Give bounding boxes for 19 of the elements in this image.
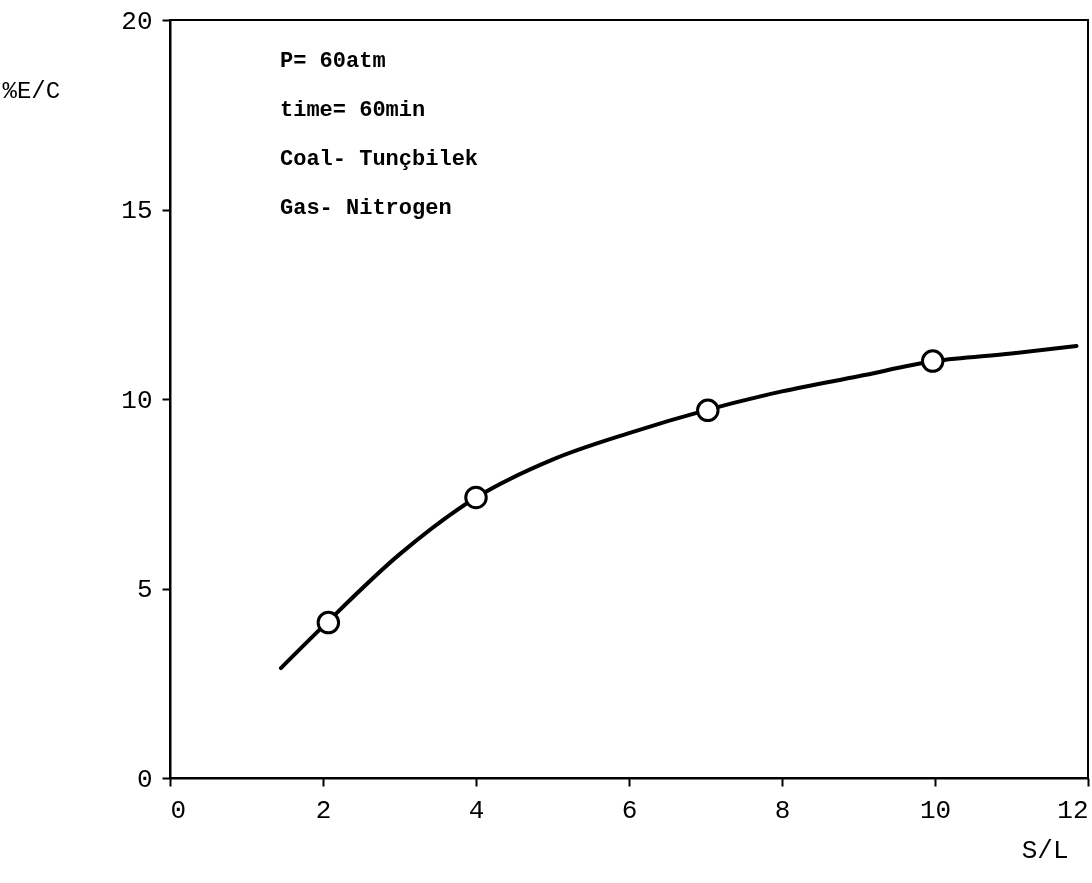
annotation: Gas- Nitrogen <box>280 196 452 221</box>
x-tick-label: 0 <box>170 795 187 826</box>
x-tick-label: 2 <box>315 795 332 826</box>
annotation: P= 60atm <box>280 49 386 74</box>
y-tick-label: 5 <box>136 575 153 605</box>
annotation: Coal- Tunçbilek <box>280 147 479 172</box>
y-tick-label: 10 <box>121 385 153 416</box>
x-tick-label: 6 <box>621 795 638 826</box>
x-tick-label: 10 <box>919 795 952 826</box>
y-tick-label: 0 <box>136 764 153 795</box>
x-tick-label: 4 <box>468 795 485 826</box>
y-tick-label: 20 <box>121 6 153 37</box>
line-series <box>278 343 1079 671</box>
y-axis-title: %E/C <box>2 77 61 105</box>
y-tick-label: 15 <box>121 196 153 226</box>
x-tick-label: 12 <box>1057 795 1089 826</box>
annotation: time= 60min <box>280 98 426 123</box>
x-axis-title: S/L <box>1021 835 1069 866</box>
x-tick-label: 8 <box>774 795 791 826</box>
